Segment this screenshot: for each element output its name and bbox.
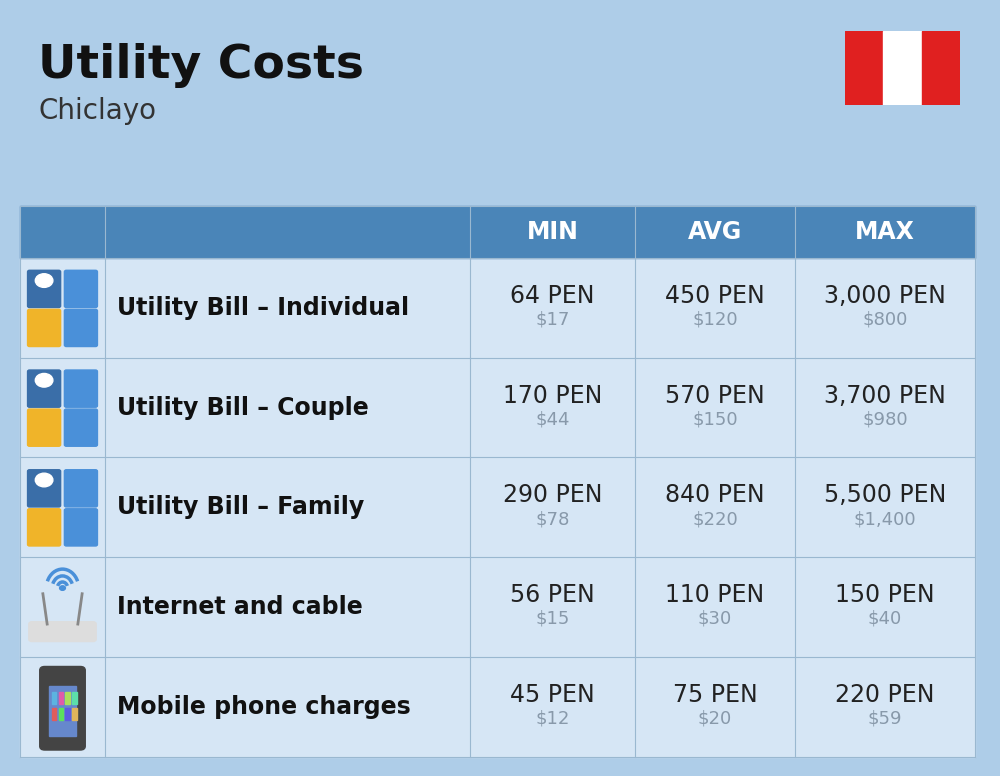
Text: $980: $980 bbox=[862, 411, 908, 428]
FancyBboxPatch shape bbox=[29, 622, 96, 642]
Bar bbox=[922, 31, 960, 105]
Bar bbox=[72, 708, 77, 720]
Text: $20: $20 bbox=[698, 710, 732, 728]
Text: 3,000 PEN: 3,000 PEN bbox=[824, 284, 946, 308]
Text: Utility Bill – Family: Utility Bill – Family bbox=[117, 495, 364, 519]
FancyBboxPatch shape bbox=[64, 509, 97, 546]
Bar bbox=[20, 358, 975, 457]
FancyBboxPatch shape bbox=[64, 409, 97, 446]
FancyBboxPatch shape bbox=[64, 370, 97, 407]
FancyBboxPatch shape bbox=[40, 667, 85, 750]
Bar bbox=[845, 31, 883, 105]
Text: 110 PEN: 110 PEN bbox=[665, 583, 765, 607]
Text: $59: $59 bbox=[868, 710, 902, 728]
Text: 450 PEN: 450 PEN bbox=[665, 284, 765, 308]
Text: 290 PEN: 290 PEN bbox=[503, 483, 602, 508]
Text: $12: $12 bbox=[535, 710, 570, 728]
Text: MIN: MIN bbox=[527, 220, 578, 244]
FancyBboxPatch shape bbox=[64, 469, 97, 507]
Text: 56 PEN: 56 PEN bbox=[510, 583, 595, 607]
Text: 45 PEN: 45 PEN bbox=[510, 683, 595, 707]
Text: 220 PEN: 220 PEN bbox=[835, 683, 935, 707]
Bar bbox=[52, 708, 56, 720]
Text: 64 PEN: 64 PEN bbox=[510, 284, 595, 308]
Bar bbox=[52, 691, 56, 704]
Bar bbox=[59, 708, 63, 720]
Bar bbox=[883, 31, 922, 105]
Text: Chiclayo: Chiclayo bbox=[38, 97, 156, 125]
FancyBboxPatch shape bbox=[28, 310, 61, 347]
Text: 75 PEN: 75 PEN bbox=[673, 683, 757, 707]
Circle shape bbox=[35, 373, 53, 387]
Text: $44: $44 bbox=[535, 411, 570, 428]
Text: $40: $40 bbox=[868, 610, 902, 628]
Text: $120: $120 bbox=[692, 311, 738, 329]
Text: 170 PEN: 170 PEN bbox=[503, 383, 602, 407]
FancyBboxPatch shape bbox=[64, 310, 97, 347]
FancyBboxPatch shape bbox=[64, 270, 97, 307]
Circle shape bbox=[35, 473, 53, 487]
Circle shape bbox=[35, 274, 53, 287]
Text: Utility Bill – Couple: Utility Bill – Couple bbox=[117, 396, 369, 420]
FancyBboxPatch shape bbox=[28, 509, 61, 546]
Bar bbox=[20, 457, 975, 557]
Text: AVG: AVG bbox=[688, 220, 742, 244]
Bar bbox=[59, 691, 63, 704]
Bar bbox=[20, 557, 975, 656]
Text: 3,700 PEN: 3,700 PEN bbox=[824, 383, 946, 407]
Text: Utility Bill – Individual: Utility Bill – Individual bbox=[117, 296, 409, 320]
Text: 5,500 PEN: 5,500 PEN bbox=[824, 483, 946, 508]
Text: Utility Costs: Utility Costs bbox=[38, 43, 364, 88]
FancyBboxPatch shape bbox=[28, 270, 61, 307]
Bar bbox=[20, 656, 975, 757]
Bar bbox=[65, 708, 70, 720]
Text: 150 PEN: 150 PEN bbox=[835, 583, 935, 607]
Text: $15: $15 bbox=[535, 610, 570, 628]
Text: Mobile phone charges: Mobile phone charges bbox=[117, 695, 411, 719]
Text: 840 PEN: 840 PEN bbox=[665, 483, 765, 508]
Text: $800: $800 bbox=[862, 311, 908, 329]
FancyBboxPatch shape bbox=[28, 469, 61, 507]
Text: MAX: MAX bbox=[855, 220, 915, 244]
Text: $17: $17 bbox=[535, 311, 570, 329]
Text: $78: $78 bbox=[535, 511, 570, 528]
Text: $220: $220 bbox=[692, 511, 738, 528]
FancyBboxPatch shape bbox=[28, 370, 61, 407]
Bar bbox=[49, 686, 76, 736]
Bar bbox=[20, 206, 975, 258]
Text: $150: $150 bbox=[692, 411, 738, 428]
Text: 570 PEN: 570 PEN bbox=[665, 383, 765, 407]
FancyBboxPatch shape bbox=[28, 409, 61, 446]
Circle shape bbox=[60, 586, 65, 591]
Bar bbox=[72, 691, 77, 704]
Text: $1,400: $1,400 bbox=[854, 511, 916, 528]
Text: Internet and cable: Internet and cable bbox=[117, 595, 363, 619]
Bar bbox=[20, 258, 975, 358]
Bar bbox=[65, 691, 70, 704]
Text: $30: $30 bbox=[698, 610, 732, 628]
